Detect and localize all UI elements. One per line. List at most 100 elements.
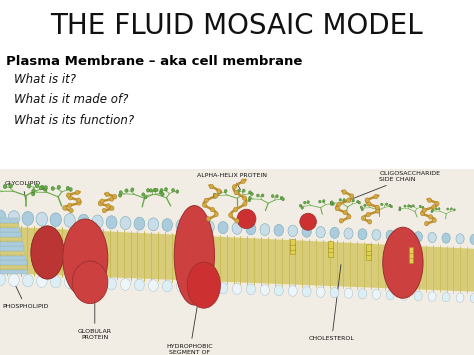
Ellipse shape [375,205,379,210]
Ellipse shape [206,217,210,221]
Ellipse shape [330,203,332,205]
Ellipse shape [428,292,436,301]
Ellipse shape [248,199,251,202]
Ellipse shape [69,208,73,213]
Ellipse shape [385,203,388,206]
Ellipse shape [344,288,353,298]
Ellipse shape [210,207,215,212]
Ellipse shape [343,210,347,215]
Ellipse shape [69,187,73,191]
Ellipse shape [301,207,303,209]
Ellipse shape [110,206,114,211]
Ellipse shape [107,278,117,290]
Ellipse shape [447,208,448,210]
FancyBboxPatch shape [0,260,27,264]
Ellipse shape [32,189,35,193]
Ellipse shape [414,231,422,242]
FancyBboxPatch shape [409,252,413,258]
Ellipse shape [66,193,71,197]
Ellipse shape [422,208,427,213]
Ellipse shape [428,198,432,202]
Text: THE FLUID MOSAIC MODEL: THE FLUID MOSAIC MODEL [51,12,423,40]
Ellipse shape [358,229,367,240]
Ellipse shape [249,196,251,200]
Ellipse shape [202,203,207,207]
Ellipse shape [232,185,237,189]
Ellipse shape [190,220,201,233]
Ellipse shape [386,230,395,241]
FancyBboxPatch shape [0,270,28,274]
FancyBboxPatch shape [0,246,24,251]
Ellipse shape [360,206,363,208]
Ellipse shape [454,209,456,211]
Ellipse shape [261,194,264,197]
Ellipse shape [400,231,409,241]
Ellipse shape [408,204,410,207]
Ellipse shape [432,204,436,209]
Ellipse shape [358,201,361,204]
Ellipse shape [366,212,371,217]
Ellipse shape [176,190,179,193]
Ellipse shape [159,191,163,194]
Ellipse shape [368,219,372,224]
Ellipse shape [22,212,34,225]
Ellipse shape [323,200,325,202]
Ellipse shape [155,188,158,192]
Ellipse shape [316,226,325,238]
FancyBboxPatch shape [0,265,27,269]
Ellipse shape [64,214,75,227]
Ellipse shape [456,293,464,302]
Ellipse shape [9,184,13,188]
Ellipse shape [442,292,450,302]
FancyBboxPatch shape [0,169,474,355]
Ellipse shape [241,179,246,184]
Ellipse shape [3,184,7,189]
Ellipse shape [219,190,222,193]
Ellipse shape [420,211,425,216]
Ellipse shape [125,189,128,192]
Ellipse shape [31,192,35,196]
Ellipse shape [288,286,297,296]
Ellipse shape [161,192,164,196]
Ellipse shape [410,205,412,208]
Ellipse shape [274,224,283,236]
Text: GLOBULAR
PROTEIN: GLOBULAR PROTEIN [78,296,112,340]
Ellipse shape [57,185,61,189]
Ellipse shape [78,214,89,228]
Ellipse shape [213,195,216,198]
Ellipse shape [260,224,270,235]
Ellipse shape [120,279,130,290]
Ellipse shape [164,187,167,191]
Ellipse shape [367,201,371,206]
Ellipse shape [102,208,106,213]
Ellipse shape [142,193,145,196]
FancyBboxPatch shape [0,228,20,232]
FancyBboxPatch shape [328,241,333,248]
Ellipse shape [146,189,150,192]
Ellipse shape [66,186,70,190]
Ellipse shape [8,211,20,225]
Ellipse shape [9,274,19,286]
Ellipse shape [98,201,102,206]
Ellipse shape [414,291,422,301]
Ellipse shape [149,189,153,192]
Ellipse shape [331,201,333,203]
Ellipse shape [217,189,221,193]
Ellipse shape [422,206,424,209]
Ellipse shape [232,283,242,294]
Ellipse shape [368,203,370,206]
Ellipse shape [470,234,474,244]
Ellipse shape [210,184,214,189]
FancyBboxPatch shape [290,248,295,254]
Ellipse shape [428,215,433,219]
FancyBboxPatch shape [0,218,18,223]
Ellipse shape [79,277,89,289]
Ellipse shape [271,195,274,198]
Text: What is it?: What is it? [14,73,76,86]
FancyBboxPatch shape [409,247,413,253]
Ellipse shape [332,203,334,206]
Ellipse shape [68,203,72,208]
Ellipse shape [39,186,43,190]
Text: GLYCOLIPID: GLYCOLIPID [5,181,41,200]
FancyBboxPatch shape [0,233,21,237]
